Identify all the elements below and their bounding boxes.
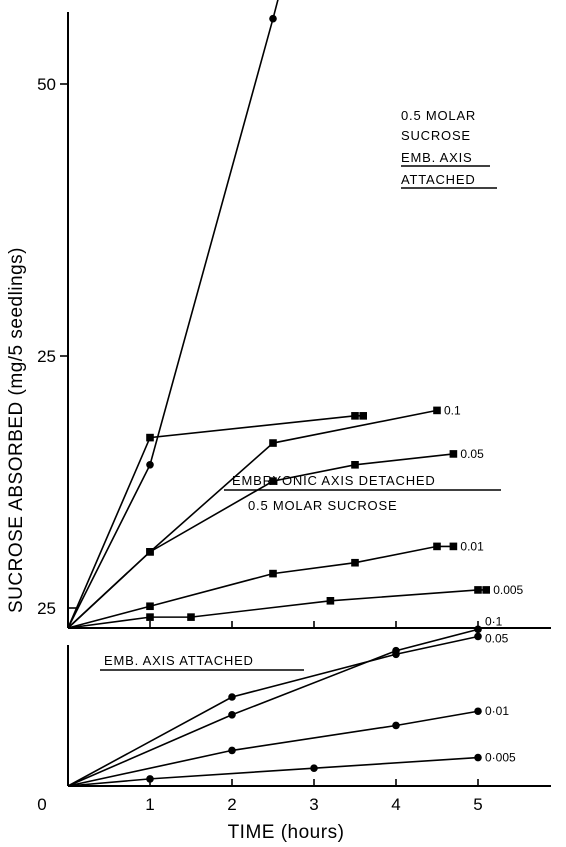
x-tick-label: 0 (37, 795, 46, 814)
series-line (67, 589, 487, 629)
series-label: 0.1 (444, 403, 461, 417)
data-point (310, 764, 318, 772)
data-point (269, 439, 277, 447)
data-point (392, 650, 400, 659)
label-group: SUCROSE ABSORBED (mg/5 seedlings) TIME (… (6, 108, 501, 843)
y-tick-label: 50 (37, 75, 56, 94)
y-tick-label: 25 (37, 599, 56, 618)
series-label: 0·1 (485, 614, 503, 628)
x-tick-label: 1 (145, 795, 154, 814)
data-point (351, 558, 359, 567)
series-label: 0·005 (485, 751, 516, 765)
detached-heading: EMBRYONIC AXIS DETACHED (232, 473, 436, 488)
data-point (146, 602, 154, 611)
data-point (146, 461, 154, 469)
series-line (67, 710, 479, 787)
tick-group: 25507510025012345 (37, 75, 483, 814)
data-point (146, 548, 154, 556)
series-label: 0.05 (460, 447, 484, 461)
series-label: 0.05 (485, 631, 509, 645)
data-point (482, 586, 490, 594)
data-point (474, 625, 482, 634)
attached-annotation-line-2: SUCROSE (401, 128, 471, 143)
data-point (228, 746, 236, 755)
series-line (67, 545, 454, 629)
data-point (146, 775, 154, 783)
data-point (351, 412, 359, 420)
x-tick-label: 3 (309, 795, 318, 814)
y-axis-title: SUCROSE ABSORBED (mg/5 seedlings) (6, 247, 27, 613)
y-tick-label: 25 (37, 347, 56, 366)
data-point (187, 613, 195, 621)
series-line (67, 415, 364, 629)
data-point (474, 586, 482, 594)
series-line (67, 756, 479, 787)
detached-subheading: 0.5 MOLAR SUCROSE (248, 498, 397, 513)
data-point (474, 753, 482, 762)
data-point (433, 406, 441, 415)
series-line (67, 0, 279, 629)
data-point (269, 477, 277, 485)
series-line (67, 635, 479, 787)
data-point (449, 450, 458, 458)
data-point (228, 693, 236, 701)
series-group: 0.1 0.05 0.01 0.005 0·1 0.05 0·01 0·005 (67, 0, 524, 787)
x-tick-label: 4 (391, 795, 400, 814)
series-label: 0.005 (493, 583, 523, 597)
data-point (269, 569, 277, 578)
data-point (474, 707, 482, 716)
attached-annotation-line-1: 0.5 MOLAR (401, 108, 476, 123)
data-point (392, 721, 400, 730)
series-label: 0·01 (485, 704, 509, 718)
x-tick-label: 2 (227, 795, 236, 814)
data-point (474, 632, 482, 641)
data-point (269, 14, 277, 23)
data-point (359, 412, 367, 420)
data-point (228, 711, 236, 719)
data-point (449, 542, 458, 551)
data-point (351, 461, 359, 469)
bottom-annotation: EMB. AXIS ATTACHED (104, 653, 254, 668)
data-point (433, 542, 441, 551)
x-axis-title: TIME (hours) (228, 822, 345, 843)
attached-annotation-line-3: EMB. AXIS (401, 150, 473, 165)
series-line (67, 628, 479, 787)
data-point (146, 433, 154, 442)
axes-group (67, 12, 551, 787)
data-point (326, 597, 335, 605)
attached-annotation-line-4: ATTACHED (401, 172, 476, 187)
data-point (146, 613, 154, 621)
x-tick-label: 5 (473, 795, 482, 814)
series-label: 0.01 (460, 539, 484, 553)
